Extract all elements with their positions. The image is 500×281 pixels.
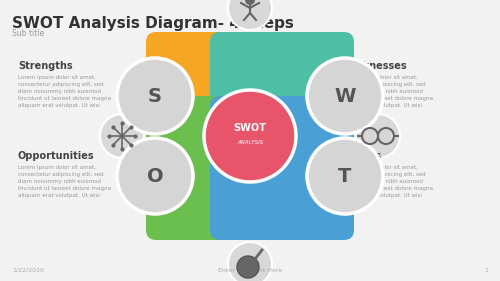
Text: SWOT: SWOT (234, 123, 266, 133)
Text: O: O (146, 167, 164, 185)
Text: 1/22/2020: 1/22/2020 (12, 268, 44, 273)
Circle shape (245, 0, 255, 5)
Text: Sub title: Sub title (12, 29, 44, 38)
Circle shape (237, 256, 259, 278)
Text: Threats: Threats (340, 151, 382, 161)
Text: ANALYSIS: ANALYSIS (237, 139, 263, 144)
Circle shape (228, 0, 272, 30)
Text: S: S (148, 87, 162, 105)
Text: Lorem ipsum dolor sit amet,
consectetur adipiscing elit, sed
diam nonummy nibh e: Lorem ipsum dolor sit amet, consectetur … (340, 165, 433, 198)
Circle shape (100, 114, 144, 158)
Circle shape (307, 58, 383, 134)
Text: W: W (334, 87, 356, 105)
Text: Strengths: Strengths (18, 61, 72, 71)
Text: 1: 1 (484, 268, 488, 273)
Text: Opportunities: Opportunities (18, 151, 94, 161)
Circle shape (228, 242, 272, 281)
Circle shape (117, 58, 193, 134)
Circle shape (356, 114, 400, 158)
FancyBboxPatch shape (146, 32, 290, 176)
Text: SWOT Analysis Diagram- 4 Steps: SWOT Analysis Diagram- 4 Steps (12, 16, 294, 31)
Text: Lorem ipsum dolor sit amet,
consectetur adipiscing elit, sed
diam nonummy nibh e: Lorem ipsum dolor sit amet, consectetur … (18, 165, 111, 198)
Text: Lorem ipsum dolor sit amet,
consectetur adipiscing elit, sed
diam nonummy nibh e: Lorem ipsum dolor sit amet, consectetur … (340, 75, 433, 108)
Circle shape (117, 138, 193, 214)
Text: T: T (338, 167, 351, 185)
FancyBboxPatch shape (210, 32, 354, 176)
FancyBboxPatch shape (146, 96, 290, 240)
Circle shape (307, 138, 383, 214)
Text: Weaknesses: Weaknesses (340, 61, 407, 71)
Circle shape (204, 90, 296, 182)
Text: Lorem ipsum dolor sit amet,
consectetur adipiscing elit, sed
diam nonummy nibh e: Lorem ipsum dolor sit amet, consectetur … (18, 75, 111, 108)
Text: Enter Your Text Here: Enter Your Text Here (218, 268, 282, 273)
FancyBboxPatch shape (210, 96, 354, 240)
